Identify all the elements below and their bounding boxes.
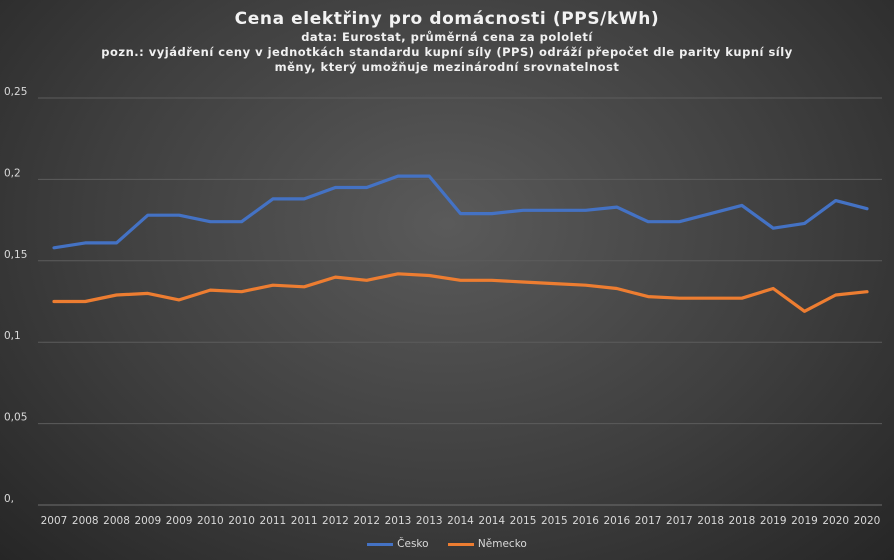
x-tick-label-8: 2011	[291, 515, 318, 527]
x-tick-label-4: 2009	[166, 515, 193, 527]
series-line-cesko	[52, 174, 869, 250]
chart-subtitle-line-1: data: Eurostat, průměrná cena za pololet…	[301, 30, 593, 44]
x-tick-label-7: 2011	[260, 515, 287, 527]
x-tick-label-20: 2017	[666, 515, 693, 527]
y-tick-label-3: 0,15	[4, 249, 27, 261]
legend-label-nemecko: Německo	[477, 538, 527, 550]
x-tick-label-19: 2017	[635, 515, 662, 527]
x-tick-label-11: 2013	[385, 515, 412, 527]
x-tick-label-15: 2015	[510, 515, 537, 527]
x-tick-label-25: 2020	[822, 515, 849, 527]
y-tick-label-1: 0,05	[4, 412, 27, 424]
chart-subtitle-line-3: měny, který umožňuje mezinárodní srovnat…	[274, 60, 620, 74]
x-tick-label-10: 2012	[353, 515, 380, 527]
chart-title: Cena elektřiny pro domácnosti (PPS/kWh)	[234, 9, 660, 29]
x-tick-label-12: 2013	[416, 515, 443, 527]
legend-item-cesko: Česko	[367, 538, 429, 550]
x-tick-label-3: 2009	[134, 515, 161, 527]
x-tick-label-13: 2014	[447, 515, 474, 527]
legend-label-cesko: Česko	[397, 538, 429, 550]
x-tick-label-16: 2015	[541, 515, 568, 527]
x-tick-label-23: 2019	[760, 515, 787, 527]
legend-item-nemecko: Německo	[447, 538, 527, 550]
legend: Česko Německo	[0, 538, 894, 550]
y-tick-label-0: 0,	[4, 493, 14, 505]
x-tick-label-6: 2010	[228, 515, 255, 527]
x-tick-label-2: 2008	[103, 515, 130, 527]
y-tick-label-4: 0,2	[4, 167, 21, 179]
x-tick-label-5: 2010	[197, 515, 224, 527]
x-tick-label-17: 2016	[572, 515, 599, 527]
series-line-nemecko	[52, 272, 869, 313]
x-tick-label-22: 2018	[729, 515, 756, 527]
x-tick-label-18: 2016	[603, 515, 630, 527]
x-tick-label-26: 2020	[854, 515, 881, 527]
chart-subtitle-line-2: pozn.: vyjádření ceny v jednotkách stand…	[101, 45, 793, 59]
y-tick-label-5: 0,25	[4, 86, 27, 98]
y-tick-label-2: 0,1	[4, 330, 21, 342]
title-block: Cena elektřiny pro domácnosti (PPS/kWh) …	[0, 8, 894, 75]
x-tick-label-0: 2007	[41, 515, 68, 527]
x-tick-label-24: 2019	[791, 515, 818, 527]
x-tick-label-21: 2018	[697, 515, 724, 527]
x-tick-label-14: 2014	[478, 515, 505, 527]
x-tick-label-1: 2008	[72, 515, 99, 527]
legend-swatch-cesko	[367, 542, 394, 546]
x-tick-label-9: 2012	[322, 515, 349, 527]
legend-swatch-nemecko	[447, 542, 474, 546]
